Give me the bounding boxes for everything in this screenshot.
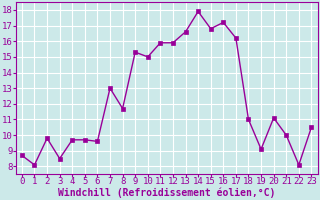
X-axis label: Windchill (Refroidissement éolien,°C): Windchill (Refroidissement éolien,°C) [58,187,275,198]
